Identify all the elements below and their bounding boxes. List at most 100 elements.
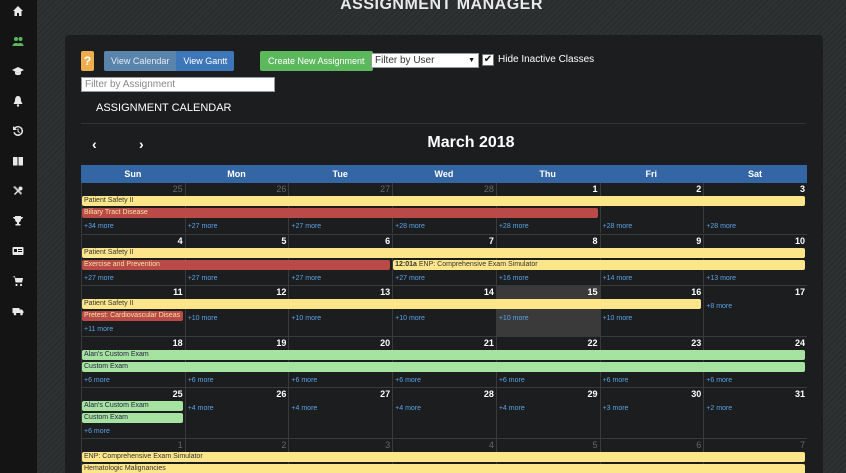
more-events-link[interactable]: +4 more (395, 405, 422, 412)
more-events-link[interactable]: +6 more (498, 377, 525, 384)
more-events-link[interactable]: +2 more (706, 405, 733, 412)
more-events-link[interactable]: +28 more (602, 223, 633, 230)
calendar-event[interactable]: Patient Safety II (82, 248, 805, 258)
more-events-link[interactable]: +10 more (498, 315, 529, 322)
prev-month-button[interactable]: ‹ (92, 136, 97, 152)
more-events-link[interactable]: +28 more (706, 223, 737, 230)
day-number[interactable]: 20 (380, 338, 391, 348)
cart-icon[interactable] (11, 274, 25, 288)
calendar-event[interactable]: Custom Exam (82, 362, 805, 372)
day-number[interactable]: 13 (380, 287, 391, 297)
calendar-day[interactable]: 11 (81, 286, 185, 336)
day-number[interactable]: 16 (691, 287, 702, 297)
calendar-day[interactable]: 30 (599, 388, 704, 438)
day-number[interactable]: 12 (276, 287, 287, 297)
more-events-link[interactable]: +6 more (706, 377, 733, 384)
more-events-link[interactable]: +6 more (84, 377, 110, 384)
calendar-day[interactable]: 17 (703, 286, 807, 336)
day-number[interactable]: 9 (696, 236, 702, 246)
calendar-event[interactable]: Exercise and Prevention (82, 260, 391, 270)
more-events-link[interactable]: +10 more (291, 315, 322, 322)
calendar-event[interactable]: Biliary Tract Disease (82, 208, 598, 218)
calendar-day[interactable]: 12 (184, 286, 289, 336)
calendar-day[interactable]: 7 (392, 235, 496, 285)
calendar-day[interactable]: 31 (703, 388, 807, 438)
view-gantt-button[interactable]: View Gantt (176, 51, 235, 71)
more-events-link[interactable]: +6 more (187, 377, 214, 384)
more-events-link[interactable]: +11 more (84, 326, 114, 333)
day-number[interactable]: 7 (799, 440, 805, 450)
day-number[interactable]: 21 (483, 338, 494, 348)
calendar-event[interactable]: ENP: Comprehensive Exam Simulator (82, 452, 805, 462)
calendar-event[interactable]: Alan's Custom Exam (82, 401, 183, 411)
day-number[interactable]: 3 (799, 184, 805, 194)
tools-icon[interactable] (11, 184, 25, 198)
day-number[interactable]: 7 (488, 236, 494, 246)
users-icon[interactable] (11, 34, 25, 48)
more-events-link[interactable]: +6 more (84, 428, 110, 435)
day-number[interactable]: 25 (172, 389, 183, 399)
graduation-cap-icon[interactable] (11, 64, 25, 78)
calendar-day[interactable]: 2 (599, 183, 704, 233)
day-number[interactable]: 4 (488, 440, 494, 450)
day-number[interactable]: 17 (794, 287, 805, 297)
day-number[interactable]: 22 (587, 338, 598, 348)
more-events-link[interactable]: +4 more (291, 405, 318, 412)
calendar-event[interactable]: Alan's Custom Exam (82, 350, 805, 360)
more-events-link[interactable]: +6 more (602, 377, 629, 384)
more-events-link[interactable]: +6 more (291, 377, 318, 384)
calendar-day[interactable]: 25 (81, 388, 185, 438)
calendar-day[interactable]: 29 (495, 388, 600, 438)
day-number[interactable]: 24 (794, 338, 805, 348)
bell-icon[interactable] (11, 94, 25, 108)
day-number[interactable]: 2 (696, 184, 702, 194)
more-events-link[interactable]: +28 more (498, 223, 529, 230)
more-events-link[interactable]: +27 more (84, 275, 114, 282)
calendar-event[interactable]: Hematologic Malignancies (82, 464, 805, 473)
day-number[interactable]: 2 (281, 440, 287, 450)
more-events-link[interactable]: +27 more (291, 223, 322, 230)
more-events-link[interactable]: +10 more (602, 315, 633, 322)
day-number[interactable]: 18 (172, 338, 183, 348)
more-events-link[interactable]: +4 more (187, 405, 214, 412)
calendar-event[interactable]: Patient Safety II (82, 196, 805, 206)
day-number[interactable]: 31 (794, 389, 805, 399)
calendar-day[interactable]: 28 (392, 388, 496, 438)
calendar-event[interactable]: Pretest: Cardiovascular Diseas (82, 311, 183, 321)
day-number[interactable]: 26 (276, 184, 287, 194)
day-number[interactable]: 28 (483, 389, 494, 399)
day-number[interactable]: 6 (385, 236, 391, 246)
more-events-link[interactable]: +28 more (395, 223, 425, 230)
day-number[interactable]: 5 (281, 236, 287, 246)
help-button[interactable]: ? (81, 51, 94, 71)
calendar-day[interactable]: 18 (81, 337, 185, 387)
calendar-event[interactable]: 12:01a ENP: Comprehensive Exam Simulator (393, 260, 805, 270)
day-number[interactable]: 3 (385, 440, 391, 450)
more-events-link[interactable]: +4 more (498, 405, 525, 412)
day-number[interactable]: 5 (592, 440, 598, 450)
day-number[interactable]: 14 (483, 287, 494, 297)
calendar-event[interactable]: Patient Safety II (82, 299, 702, 309)
day-number[interactable]: 28 (483, 184, 494, 194)
day-number[interactable]: 4 (177, 236, 183, 246)
day-number[interactable]: 19 (276, 338, 287, 348)
id-card-icon[interactable] (11, 244, 25, 258)
more-events-link[interactable]: +27 more (187, 275, 218, 282)
book-icon[interactable] (11, 154, 25, 168)
day-number[interactable]: 25 (172, 184, 183, 194)
more-events-link[interactable]: +27 more (395, 275, 425, 282)
day-number[interactable]: 27 (380, 184, 391, 194)
calendar-day[interactable]: 25 (81, 183, 185, 233)
calendar-day[interactable]: 4 (81, 235, 185, 285)
day-number[interactable]: 1 (592, 184, 598, 194)
calendar-day[interactable]: 13 (288, 286, 392, 336)
more-events-link[interactable]: +27 more (291, 275, 322, 282)
calendar-event[interactable]: Custom Exam (82, 413, 183, 423)
day-number[interactable]: 6 (696, 440, 702, 450)
day-number[interactable]: 15 (587, 287, 598, 297)
more-events-link[interactable]: +16 more (498, 275, 529, 282)
more-events-link[interactable]: +6 more (395, 377, 422, 384)
more-events-link[interactable]: +10 more (395, 315, 425, 322)
calendar-day[interactable]: 14 (392, 286, 496, 336)
more-events-link[interactable]: +27 more (187, 223, 218, 230)
